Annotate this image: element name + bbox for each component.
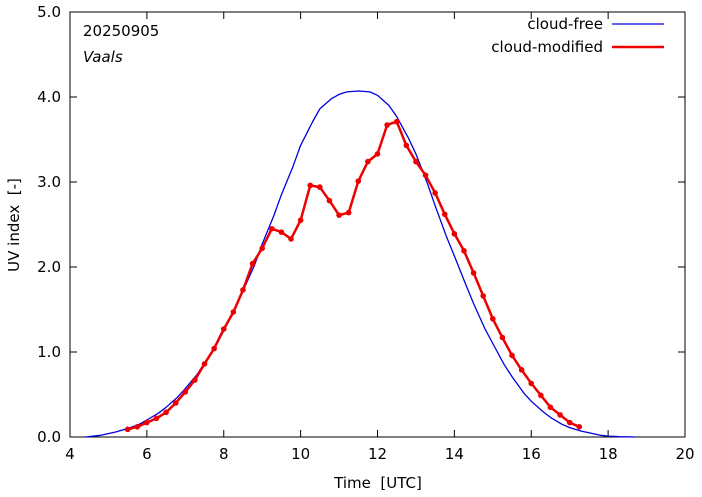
axis-tick-labels: 4 6 8 10 12 14 16 18 20 0.0 1.0 2.0 3.0 4.0 5.0 [37,3,694,463]
data-point-cloud-modified [470,270,477,276]
data-point-cloud-modified [230,309,237,315]
y-tick-label: 1.0 [37,343,61,361]
legend-label-cloud-free: cloud-free [527,15,603,33]
data-point-cloud-modified [576,424,583,430]
data-point-cloud-modified [259,245,265,252]
data-point-cloud-modified [518,367,525,373]
data-point-cloud-modified [384,122,390,128]
data-point-cloud-modified [153,415,160,422]
date-annotation: 20250905 [83,22,159,40]
x-tick-label: 16 [522,445,541,463]
data-point-cloud-modified [538,392,544,399]
data-point-cloud-modified [345,209,352,216]
data-point-cloud-modified [557,412,563,418]
data-point-cloud-modified [211,345,217,352]
data-point-cloud-modified [374,151,381,157]
data-point-cloud-modified [172,400,179,406]
y-tick-label: 4.0 [37,88,61,106]
plot-area [69,11,686,438]
series-line-cloud-modified [127,120,580,431]
y-tick-label: 3.0 [37,173,61,191]
legend-label-cloud-modified: cloud-modified [491,38,603,56]
y-tick-label: 2.0 [37,258,61,276]
data-point-cloud-modified [499,334,506,341]
data-point-cloud-modified [490,316,496,322]
x-tick-label: 8 [219,445,229,463]
data-point-cloud-modified [278,229,285,235]
x-tick-label: 14 [445,445,464,463]
x-tick-label: 4 [65,445,75,463]
data-point-cloud-modified [124,426,131,433]
x-tick-label: 18 [599,445,618,463]
y-axis-label: UV index [-] [5,178,23,272]
data-point-cloud-modified [480,293,487,299]
data-point-cloud-modified [422,172,429,178]
data-point-cloud-modified [336,212,342,218]
data-point-cloud-modified [307,182,314,189]
legend: cloud-free cloud-modified [491,15,664,56]
data-point-cloud-modified [547,404,554,411]
y-tick-label: 5.0 [37,3,61,21]
axis-ticks [69,11,686,438]
y-tick-label: 0.0 [37,428,61,446]
data-point-cloud-modified [134,424,141,430]
series-line-cloud-free [85,90,636,438]
data-point-cloud-modified [528,380,535,387]
data-point-cloud-modified [566,419,573,426]
data-point-cloud-modified [326,197,333,204]
data-point-cloud-modified [355,178,362,184]
data-point-cloud-modified [144,419,150,426]
data-point-cloud-modified [461,248,467,254]
data-point-cloud-modified [413,158,419,165]
data-point-cloud-modified [163,409,169,416]
x-tick-label: 6 [142,445,152,463]
x-tick-label: 12 [368,445,387,463]
series-layer [85,90,636,438]
data-point-cloud-modified [393,118,400,125]
data-point-cloud-modified [432,190,438,196]
data-point-cloud-modified [317,184,323,190]
data-point-cloud-modified [365,158,371,165]
location-annotation: Vaals [83,48,123,66]
data-point-cloud-modified [220,326,227,332]
data-point-cloud-modified [403,142,410,149]
data-point-cloud-modified [240,287,246,293]
data-point-cloud-modified [288,236,294,242]
data-point-cloud-modified [441,211,448,218]
x-tick-label: 20 [675,445,694,463]
data-point-cloud-modified [451,231,458,237]
data-point-cloud-modified [192,377,198,383]
data-point-cloud-modified [268,225,275,232]
data-point-cloud-modified [509,352,515,359]
data-point-cloud-modified [297,217,304,224]
data-point-cloud-modified [201,361,208,367]
x-tick-label: 10 [291,445,310,463]
x-axis-label: Time [UTC] [333,474,422,492]
data-point-cloud-modified [249,260,256,267]
data-point-cloud-modified [182,389,189,395]
